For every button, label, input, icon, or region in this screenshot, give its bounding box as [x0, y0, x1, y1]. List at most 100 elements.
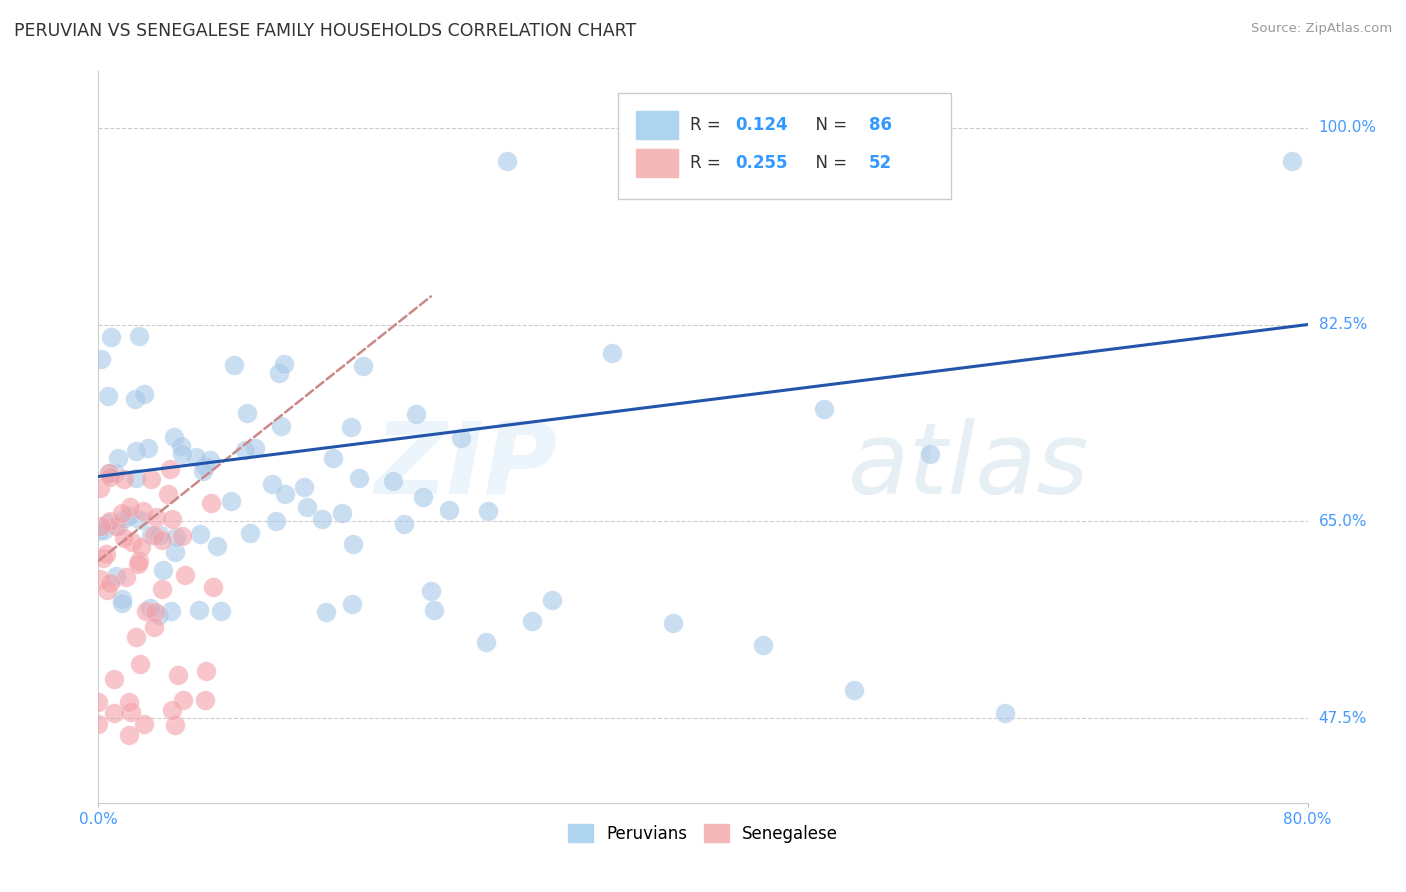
Point	[121, 535, 143, 549]
Text: N =: N =	[804, 153, 852, 172]
Point	[201, 580, 224, 594]
Point	[145, 510, 167, 524]
Point	[222, 359, 245, 373]
Point	[152, 563, 174, 577]
Point	[90, 519, 112, 533]
Point	[118, 508, 141, 523]
Point	[139, 472, 162, 486]
Point	[172, 529, 194, 543]
Point	[994, 706, 1017, 720]
Point	[141, 528, 163, 542]
Point	[100, 330, 122, 344]
Point	[752, 638, 775, 652]
Point	[103, 672, 125, 686]
Point	[392, 516, 415, 531]
Point	[120, 706, 142, 720]
Point	[292, 480, 315, 494]
Point	[311, 512, 333, 526]
Point	[315, 605, 337, 619]
Point	[661, 615, 683, 630]
Point	[160, 703, 183, 717]
Point	[96, 583, 118, 598]
Point	[405, 407, 427, 421]
Point	[342, 537, 364, 551]
Point	[132, 504, 155, 518]
Point	[98, 470, 121, 484]
Point	[124, 444, 146, 458]
Point	[128, 554, 150, 568]
Point	[340, 419, 363, 434]
Point	[173, 567, 195, 582]
Point	[163, 718, 186, 732]
Point	[114, 511, 136, 525]
Point	[89, 572, 111, 586]
Point	[167, 667, 190, 681]
Point	[239, 526, 262, 541]
Point	[129, 513, 152, 527]
Point	[187, 603, 209, 617]
Point	[87, 717, 110, 731]
Point	[134, 387, 156, 401]
Point	[103, 706, 125, 720]
Point	[91, 550, 114, 565]
Point	[347, 471, 370, 485]
Point	[90, 351, 112, 366]
Point	[127, 557, 149, 571]
Point	[115, 570, 138, 584]
Point	[260, 476, 283, 491]
Point	[163, 429, 186, 443]
Point	[170, 439, 193, 453]
Point	[188, 527, 211, 541]
FancyBboxPatch shape	[619, 94, 950, 200]
Point	[107, 450, 129, 465]
Point	[93, 523, 115, 537]
Point	[131, 540, 153, 554]
Point	[97, 516, 120, 531]
Point	[135, 604, 157, 618]
Point	[111, 506, 134, 520]
Point	[114, 472, 136, 486]
Text: R =: R =	[690, 116, 725, 134]
Point	[172, 693, 194, 707]
Text: 100.0%: 100.0%	[1319, 120, 1376, 135]
Point	[104, 466, 127, 480]
Point	[274, 487, 297, 501]
Point	[475, 634, 498, 648]
Point	[125, 630, 148, 644]
Text: 52: 52	[869, 153, 891, 172]
Point	[813, 401, 835, 416]
Point	[160, 511, 183, 525]
Legend: Peruvians, Senegalese: Peruvians, Senegalese	[561, 818, 845, 849]
Text: atlas: atlas	[848, 417, 1090, 515]
Point	[159, 461, 181, 475]
Point	[520, 614, 543, 628]
Point	[205, 539, 228, 553]
Point	[105, 519, 128, 533]
Point	[104, 569, 127, 583]
Point	[330, 506, 353, 520]
Point	[233, 443, 256, 458]
Text: N =: N =	[804, 116, 852, 134]
Point	[98, 575, 121, 590]
Point	[269, 366, 291, 380]
Point	[602, 345, 624, 359]
Point	[87, 524, 110, 538]
Point	[297, 500, 319, 515]
Point	[89, 481, 111, 495]
Point	[721, 154, 744, 169]
Text: R =: R =	[690, 153, 725, 172]
Point	[264, 515, 287, 529]
Point	[273, 357, 295, 371]
Point	[149, 527, 172, 541]
Point	[165, 530, 187, 544]
Point	[150, 582, 173, 596]
Point	[132, 717, 155, 731]
Point	[195, 665, 218, 679]
Text: 86: 86	[869, 116, 891, 134]
Point	[129, 657, 152, 672]
Point	[209, 604, 232, 618]
Point	[118, 728, 141, 742]
Point	[97, 466, 120, 480]
Point	[423, 603, 446, 617]
Point	[419, 584, 441, 599]
